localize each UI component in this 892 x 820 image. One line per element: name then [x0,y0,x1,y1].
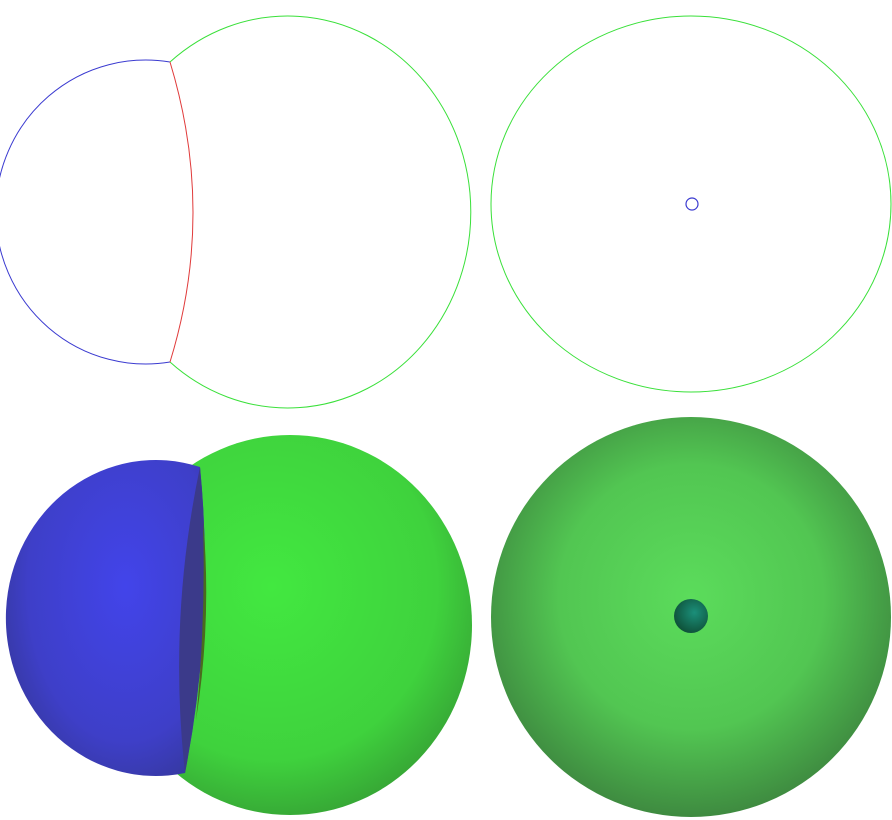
wire-nested-spheres [490,15,892,393]
shaded-nested-spheres [491,417,891,817]
blue-outline [685,197,699,211]
green-outline [490,15,892,393]
red-intersection [169,61,194,363]
intersection-shadow [196,520,207,720]
wire-two-spheres [0,15,472,409]
green-outline [169,15,472,409]
blue-outline [0,59,171,365]
blue-sphere [5,460,206,777]
intersection-sliver [179,467,205,773]
inner-sphere [674,599,708,633]
shaded-two-spheres [5,435,472,815]
